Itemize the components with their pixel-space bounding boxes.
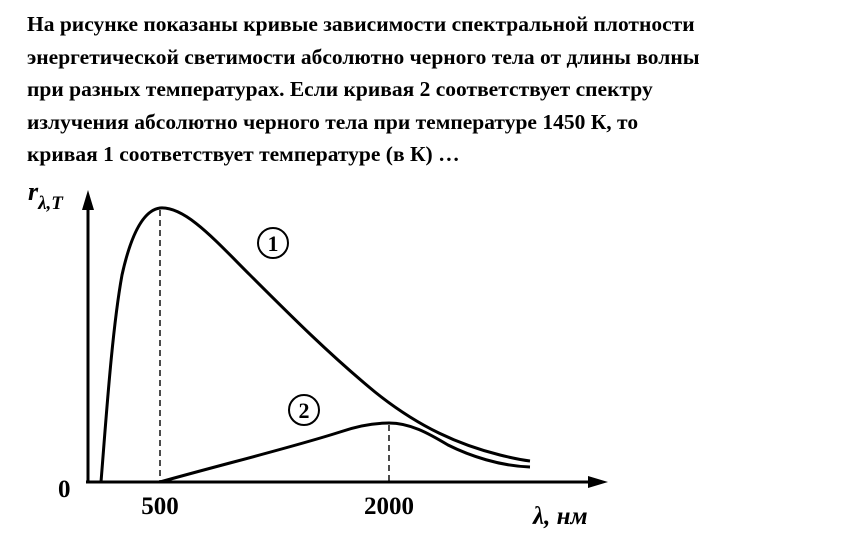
x-tick-label-500: 500: [141, 493, 179, 520]
problem-text: На рисунке показаны кривые зависимости с…: [27, 8, 857, 171]
curve-2-label-circle: [288, 394, 320, 426]
curve-1-label-circle: [257, 227, 289, 259]
x-tick-label-2000: 2000: [364, 493, 414, 520]
y-axis-label: rλ,T: [28, 177, 64, 214]
problem-line: при разных температурах. Если кривая 2 с…: [27, 77, 653, 101]
y-axis-label-main: r: [28, 177, 39, 206]
curve-1-label: 1: [268, 231, 279, 256]
y-axis-arrow: [82, 190, 94, 210]
x-axis-label: λ, нм: [532, 503, 588, 530]
y-axis-label-subscript: λ,T: [37, 193, 64, 214]
problem-line: На рисунке показаны кривые зависимости с…: [27, 12, 695, 36]
origin-label: 0: [58, 476, 71, 503]
x-axis-arrow: [588, 476, 608, 488]
curve-2-label: 2: [299, 398, 310, 423]
curve-1: [99, 206, 531, 483]
curve-2: [159, 421, 531, 484]
problem-line: излучения абсолютно черного тела при тем…: [27, 109, 639, 134]
problem-line: кривая 1 соответствует температуре (в К)…: [27, 142, 460, 166]
problem-line: энергетической светимости абсолютно черн…: [27, 44, 700, 69]
